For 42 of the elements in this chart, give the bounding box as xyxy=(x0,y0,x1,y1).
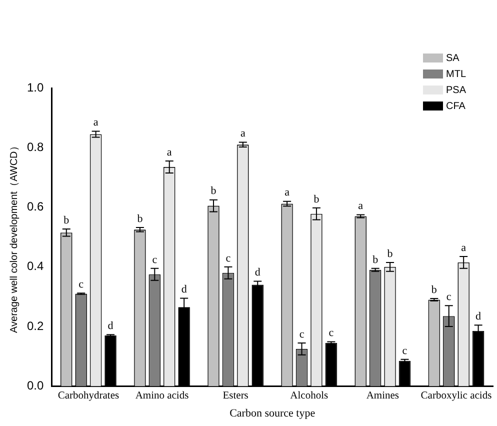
annotation: a xyxy=(240,128,246,140)
x-axis-title: Carbon source type xyxy=(230,407,316,420)
annotation: a xyxy=(166,146,172,158)
x-tick-label: Alcohols xyxy=(290,390,328,402)
annotation: d xyxy=(181,284,188,296)
annotation: d xyxy=(476,310,482,322)
annotation: b xyxy=(210,185,217,198)
legend-label: PSA xyxy=(446,84,466,96)
y-tick-label: 1.0 xyxy=(26,80,44,94)
annotation: b xyxy=(372,254,379,266)
annotation: d xyxy=(108,320,114,332)
annotation: b xyxy=(387,248,394,260)
annotation: b xyxy=(431,284,438,296)
y-tick-label: 0.8 xyxy=(26,140,44,154)
annotation: c xyxy=(402,344,408,357)
annotation: a xyxy=(358,200,364,212)
annotation: a xyxy=(284,186,290,199)
annotation: c xyxy=(152,254,158,266)
x-tick-label: Esters xyxy=(222,390,248,402)
legend-label: MTL xyxy=(446,68,466,80)
y-tick-label: 0.6 xyxy=(26,200,44,214)
legend-label: CFA xyxy=(446,100,466,112)
x-tick-label: Amines xyxy=(366,390,400,402)
annotation: c xyxy=(299,328,304,340)
annotation: c xyxy=(446,291,452,304)
annotation: b xyxy=(64,214,70,226)
x-tick-label: Carboxylic acids xyxy=(420,390,492,402)
annotation: b xyxy=(137,212,144,225)
annotation: b xyxy=(314,193,320,206)
y-tick-label: 0.2 xyxy=(26,318,44,333)
x-tick-label: Carbohydrates xyxy=(58,390,120,402)
annotation: a xyxy=(461,242,466,254)
annotation: a xyxy=(93,116,98,129)
legend-label: SA xyxy=(446,52,460,64)
y-tick-label: 0.4 xyxy=(26,259,44,274)
y-tick-label: 0.0 xyxy=(26,378,44,393)
annotation: d xyxy=(254,266,261,279)
annotation: c xyxy=(226,252,231,264)
annotation: c xyxy=(78,278,84,291)
x-tick-label: Amino acids xyxy=(135,390,189,402)
annotation: c xyxy=(328,327,334,340)
y-axis-title: Average well color development（AWCD） xyxy=(8,141,20,333)
